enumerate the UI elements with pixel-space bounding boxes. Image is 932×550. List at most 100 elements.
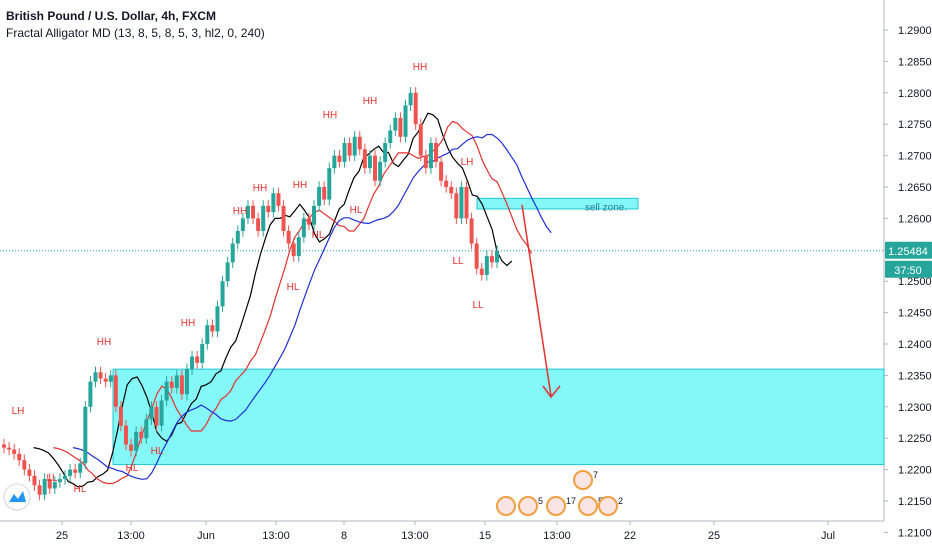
candle-body xyxy=(73,469,78,473)
event-count: 2 xyxy=(618,496,623,506)
pivot-label: HL xyxy=(312,230,325,241)
pivot-label: HH xyxy=(293,180,307,191)
lips-line xyxy=(33,112,513,488)
candle-body xyxy=(296,237,301,257)
sell-zone-label: sell zone. xyxy=(585,202,627,213)
time-tick-label: 13:00 xyxy=(117,530,145,542)
candle-body xyxy=(17,453,22,461)
price-tick-label: 1.23000 xyxy=(898,402,932,414)
candle-body xyxy=(42,479,47,495)
event-flag-icon[interactable] xyxy=(598,496,618,516)
time-tick-label: 15 xyxy=(479,530,491,542)
event-badges[interactable]: 751752 xyxy=(496,470,623,516)
event-flag-icon[interactable] xyxy=(578,496,598,516)
candle-body xyxy=(362,149,367,169)
candle-body xyxy=(251,205,256,219)
candle-body xyxy=(7,447,12,450)
pivot-label: LH xyxy=(461,157,474,168)
candle-body xyxy=(240,218,245,231)
candle-body xyxy=(383,143,388,162)
candle-body xyxy=(32,475,37,486)
price-axis[interactable]: 1.29000 1.28500 1.28000 1.27500 1.27000 1.265… xyxy=(884,25,932,539)
candle-body xyxy=(98,372,103,379)
time-tick-label: Jun xyxy=(197,530,215,542)
candle-body xyxy=(200,344,205,363)
price-tick-label: 1.21500 xyxy=(898,496,932,508)
indicator-title[interactable]: Fractal Alligator MD (13, 8, 5, 8, 5, 3,… xyxy=(6,26,265,40)
candle-body xyxy=(454,193,459,219)
pivot-label: HH xyxy=(97,337,111,348)
candle-body xyxy=(312,205,317,225)
event-flag-icon[interactable] xyxy=(518,496,538,516)
projection-arrowhead xyxy=(542,385,561,399)
price-tick-label: 1.21000 xyxy=(898,527,932,539)
price-tick-label: 1.22500 xyxy=(898,433,932,445)
candle-body xyxy=(327,168,332,200)
candle-body xyxy=(134,431,139,451)
symbol-title[interactable]: British Pound / U.S. Dollar, 4h, FXCM xyxy=(6,9,217,23)
candle-body xyxy=(103,378,108,382)
tradingview-logo-icon[interactable] xyxy=(3,483,31,511)
candle-body xyxy=(271,193,276,213)
candle-body xyxy=(164,381,169,401)
candle-body xyxy=(225,262,230,282)
candle-body xyxy=(479,268,484,275)
time-tick-label: 25 xyxy=(708,530,720,542)
logo-mark[interactable] xyxy=(9,491,26,502)
pivot-label: HH xyxy=(181,318,195,329)
candle-body xyxy=(2,444,6,448)
candle-body xyxy=(317,187,322,206)
candle-body xyxy=(398,117,403,137)
logo-circle[interactable] xyxy=(3,483,31,511)
event-flag-icon[interactable] xyxy=(546,496,566,516)
pivot-labels: LH LL HL HH HL HL HH HH HH HH HL HL HH HL HH HH LH LL LL xyxy=(12,62,484,495)
pivot-label: HH xyxy=(413,62,427,73)
candle-body xyxy=(27,469,32,476)
candle-body xyxy=(352,136,357,156)
candle-body xyxy=(286,230,291,244)
pivot-label: HH xyxy=(323,110,337,121)
candle-body xyxy=(190,356,195,370)
candle-body xyxy=(78,463,83,473)
price-tick-label: 1.22000 xyxy=(898,465,932,477)
candle-body xyxy=(149,406,154,420)
candle-body xyxy=(495,251,499,263)
time-axis[interactable]: 25 13:00 Jun 13:00 8 13:00 15 13:00 22 25 Jul xyxy=(56,521,835,542)
alligator-lines xyxy=(33,112,552,488)
candle-body xyxy=(88,381,93,407)
price-tick-label: 1.27000 xyxy=(898,151,932,163)
pivot-label: HL xyxy=(350,205,363,216)
price-tick-label: 1.29000 xyxy=(898,25,932,37)
candle-body xyxy=(469,218,474,244)
price-tick-label: 1.23500 xyxy=(898,370,932,382)
candle-body xyxy=(367,155,372,169)
candle-body xyxy=(57,479,62,483)
candle-body xyxy=(373,155,378,181)
pivot-label: HL xyxy=(287,282,300,293)
jaw-line xyxy=(72,133,552,480)
projection-line xyxy=(521,204,552,397)
candle-body xyxy=(144,419,149,439)
event-flag-icon[interactable] xyxy=(573,470,593,490)
candle-body xyxy=(62,475,67,480)
candle-body xyxy=(281,205,286,231)
candle-body xyxy=(235,230,240,244)
candle-body xyxy=(489,256,494,263)
candle-body xyxy=(123,425,128,445)
event-count: 5 xyxy=(538,496,543,506)
event-flag-icon[interactable] xyxy=(496,496,516,516)
countdown-value: 37:50 xyxy=(894,265,922,277)
candle-body xyxy=(113,375,118,407)
candle-body xyxy=(52,482,57,489)
pivot-label: LH xyxy=(12,406,25,417)
pivot-label: HL xyxy=(126,463,139,474)
candle-body xyxy=(322,187,327,200)
candle-body xyxy=(220,281,225,307)
pivot-label: LL xyxy=(452,256,464,267)
time-tick-label: 13:00 xyxy=(543,530,571,542)
candle-body xyxy=(169,381,174,388)
candle-body xyxy=(230,243,235,263)
teeth-line xyxy=(53,120,533,485)
candle-body xyxy=(347,143,352,156)
